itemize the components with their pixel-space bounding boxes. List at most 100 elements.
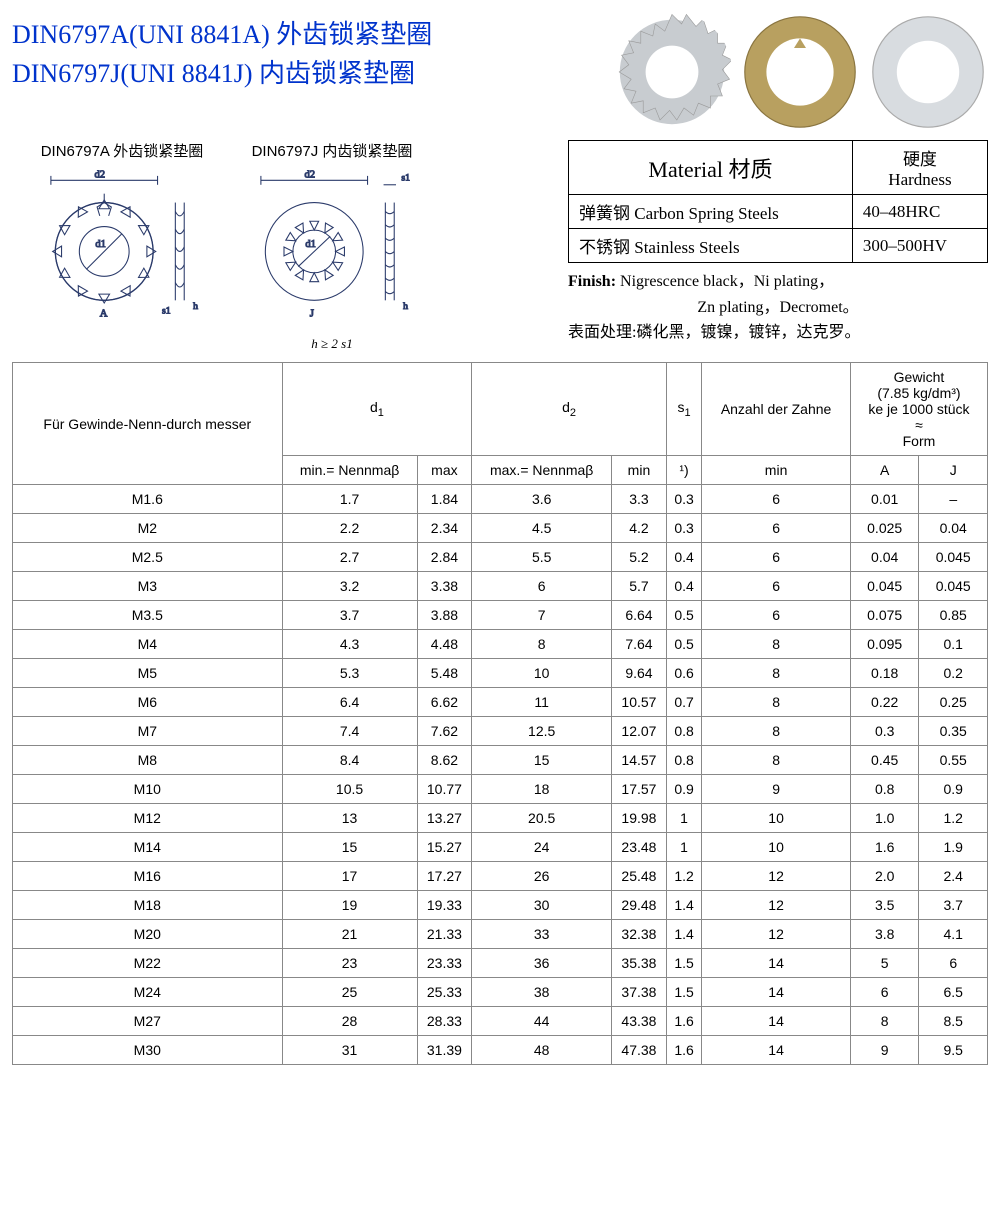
table-cell: 17 xyxy=(282,862,417,891)
table-cell: 25.48 xyxy=(612,862,667,891)
table-cell: 15 xyxy=(472,746,612,775)
table-cell: 8 xyxy=(702,746,851,775)
finish-en: Nigrescence black，Ni plating， xyxy=(616,273,834,290)
table-cell: 6 xyxy=(702,601,851,630)
table-cell: 1.9 xyxy=(919,833,988,862)
table-cell: 15 xyxy=(282,833,417,862)
hardness-cn: 硬度 xyxy=(903,150,937,169)
washer-internal-steel-icon xyxy=(868,12,988,132)
table-cell: 3.6 xyxy=(472,485,612,514)
spec-sub-A: A xyxy=(850,456,919,485)
table-cell: 0.5 xyxy=(666,630,701,659)
table-cell: 13 xyxy=(282,804,417,833)
table-cell: 3.5 xyxy=(850,891,919,920)
table-cell: 0.45 xyxy=(850,746,919,775)
table-cell: 2.4 xyxy=(919,862,988,891)
table-row: M2.52.72.845.55.20.460.040.045 xyxy=(13,543,988,572)
spec-h-d2: d2 xyxy=(472,363,667,456)
table-cell: – xyxy=(919,485,988,514)
table-row: M3.53.73.8876.640.560.0750.85 xyxy=(13,601,988,630)
svg-text:h: h xyxy=(193,301,198,312)
table-row: M202121.333332.381.4123.84.1 xyxy=(13,920,988,949)
table-cell: 0.075 xyxy=(850,601,919,630)
table-cell: 14 xyxy=(702,978,851,1007)
table-cell: 0.9 xyxy=(666,775,701,804)
mid-section: DIN6797A 外齿锁紧垫圈 d2 d1 A xyxy=(12,140,988,352)
table-cell: 4.3 xyxy=(282,630,417,659)
svg-text:s1: s1 xyxy=(162,306,171,317)
top-section: DIN6797A(UNI 8841A) 外齿锁紧垫圈 DIN6797J(UNI … xyxy=(12,12,988,132)
table-cell: 28.33 xyxy=(417,1007,472,1036)
table-cell: 1.4 xyxy=(666,891,701,920)
table-cell: 3.3 xyxy=(612,485,667,514)
svg-text:h: h xyxy=(403,301,408,312)
table-cell: 8 xyxy=(702,630,851,659)
table-cell: 0.18 xyxy=(850,659,919,688)
spec-sub-J: J xyxy=(919,456,988,485)
table-cell: M4 xyxy=(13,630,283,659)
table-cell: 32.38 xyxy=(612,920,667,949)
diagram-j-label: DIN6797J 内齿锁紧垫圈 xyxy=(242,140,422,161)
table-cell: 0.3 xyxy=(666,485,701,514)
finish-cn: 表面处理:磷化黑，镀镍，镀锌，达克罗。 xyxy=(568,324,860,341)
table-cell: 23.48 xyxy=(612,833,667,862)
table-row: M66.46.621110.570.780.220.25 xyxy=(13,688,988,717)
table-cell: 33 xyxy=(472,920,612,949)
table-row: M161717.272625.481.2122.02.4 xyxy=(13,862,988,891)
table-cell: M14 xyxy=(13,833,283,862)
table-cell: 0.04 xyxy=(850,543,919,572)
mat-row2-hard: 300–500HV xyxy=(852,229,987,263)
table-cell: 19.98 xyxy=(612,804,667,833)
table-cell: 12 xyxy=(702,920,851,949)
table-cell: 7.4 xyxy=(282,717,417,746)
table-cell: 2.2 xyxy=(282,514,417,543)
finish-label: Finish: xyxy=(568,273,616,290)
table-cell: 3.7 xyxy=(919,891,988,920)
diagram-a-svg: d2 d1 A h s1 xyxy=(32,167,212,327)
table-cell: 7.64 xyxy=(612,630,667,659)
table-row: M44.34.4887.640.580.0950.1 xyxy=(13,630,988,659)
table-cell: 6 xyxy=(472,572,612,601)
table-cell: 0.85 xyxy=(919,601,988,630)
table-cell: 31.39 xyxy=(417,1036,472,1065)
diagram-a: DIN6797A 外齿锁紧垫圈 d2 d1 A xyxy=(32,140,212,352)
spec-body: M1.61.71.843.63.30.360.01–M22.22.344.54.… xyxy=(13,485,988,1065)
table-cell: M1.6 xyxy=(13,485,283,514)
washer-external-icon xyxy=(612,12,732,132)
table-cell: 29.48 xyxy=(612,891,667,920)
diagram-a-label: DIN6797A 外齿锁紧垫圈 xyxy=(32,140,212,161)
table-cell: 6 xyxy=(702,543,851,572)
table-cell: 8 xyxy=(850,1007,919,1036)
table-cell: 18 xyxy=(472,775,612,804)
table-cell: M2 xyxy=(13,514,283,543)
mat-row1-hard: 40–48HRC xyxy=(852,195,987,229)
table-cell: 47.38 xyxy=(612,1036,667,1065)
table-cell: M10 xyxy=(13,775,283,804)
table-cell: 25 xyxy=(282,978,417,1007)
diagrams: DIN6797A 外齿锁紧垫圈 d2 d1 A xyxy=(12,140,422,352)
table-cell: 1.2 xyxy=(666,862,701,891)
table-cell: 5.7 xyxy=(612,572,667,601)
table-cell: M7 xyxy=(13,717,283,746)
table-cell: M18 xyxy=(13,891,283,920)
table-cell: 1.6 xyxy=(666,1007,701,1036)
table-cell: M5 xyxy=(13,659,283,688)
material-header: Material 材质 xyxy=(569,141,853,195)
spec-table: Für Gewinde-Nenn-durch messer d1 d2 s1 A… xyxy=(12,362,988,1065)
table-cell: 0.7 xyxy=(666,688,701,717)
table-cell: 4.2 xyxy=(612,514,667,543)
table-cell: 12 xyxy=(702,862,851,891)
table-cell: 14.57 xyxy=(612,746,667,775)
table-cell: 23.33 xyxy=(417,949,472,978)
table-cell: 36 xyxy=(472,949,612,978)
table-cell: 12.07 xyxy=(612,717,667,746)
spec-h-d1: d1 xyxy=(282,363,472,456)
table-cell: 11 xyxy=(472,688,612,717)
table-cell: M24 xyxy=(13,978,283,1007)
table-cell: 1 xyxy=(666,804,701,833)
table-cell: 14 xyxy=(702,949,851,978)
spec-sub-minnenn: min.= Nennmaβ xyxy=(282,456,417,485)
table-cell: 0.025 xyxy=(850,514,919,543)
table-cell: 5.3 xyxy=(282,659,417,688)
washer-internal-brass-icon xyxy=(740,12,860,132)
